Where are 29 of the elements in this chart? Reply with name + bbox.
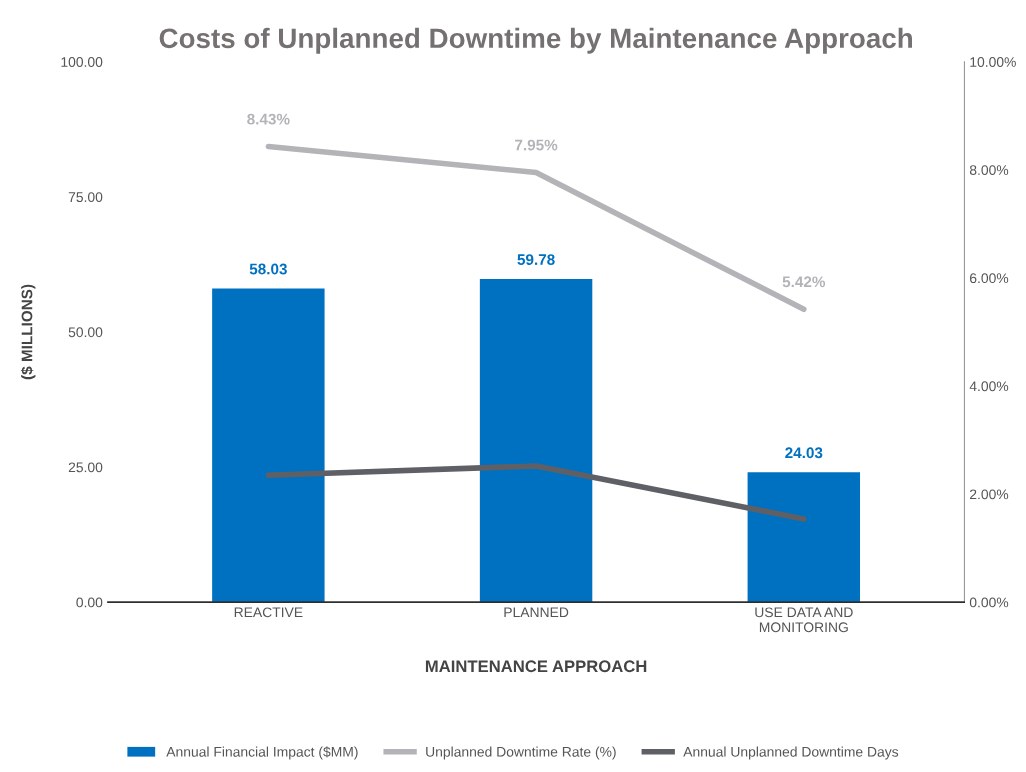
- x-tick-label: USE DATA AND MONITORING: [755, 607, 853, 633]
- data-label: 7.95%: [515, 139, 558, 151]
- x-tick-label: REACTIVE: [234, 607, 303, 618]
- y2-tick-label: 10.00%: [970, 57, 1016, 67]
- legend-label: Annual Financial Impact ($MM): [166, 746, 358, 760]
- data-label: 8.43%: [247, 113, 290, 125]
- y-axis-title: ($ MILLIONS): [20, 284, 36, 380]
- y-tick-label: 0.00: [76, 597, 103, 608]
- y2-tick-label: 0.00%: [969, 597, 1009, 608]
- bar: [747, 472, 861, 603]
- bar: [479, 279, 593, 603]
- y2-tick-label: 4.00%: [969, 381, 1009, 392]
- y-tick-label: 100.00: [61, 57, 103, 67]
- data-label: 58.03: [249, 263, 287, 275]
- data-label: 24.03: [785, 447, 823, 459]
- y2-tick-label: 8.00%: [969, 165, 1009, 176]
- bar: [212, 288, 325, 603]
- y2-tick-label: 2.00%: [970, 489, 1009, 500]
- legend-label: Annual Unplanned Downtime Days: [683, 746, 899, 760]
- data-label: 5.42%: [782, 276, 826, 288]
- y-tick-label: 25.00: [68, 462, 103, 473]
- x-axis-title: MAINTENANCE APPROACH: [425, 660, 647, 673]
- legend-label: Unplanned Downtime Rate (%): [426, 746, 616, 760]
- y-tick-label: 75.00: [68, 192, 103, 203]
- x-tick-label: PLANNED: [504, 607, 569, 618]
- chart-title: Costs of Unplanned Downtime by Maintenance Approach: [159, 27, 912, 54]
- y2-tick-label: 6.00%: [970, 273, 1009, 284]
- y-tick-label: 50.00: [68, 327, 103, 338]
- data-label: 59.78: [517, 254, 555, 265]
